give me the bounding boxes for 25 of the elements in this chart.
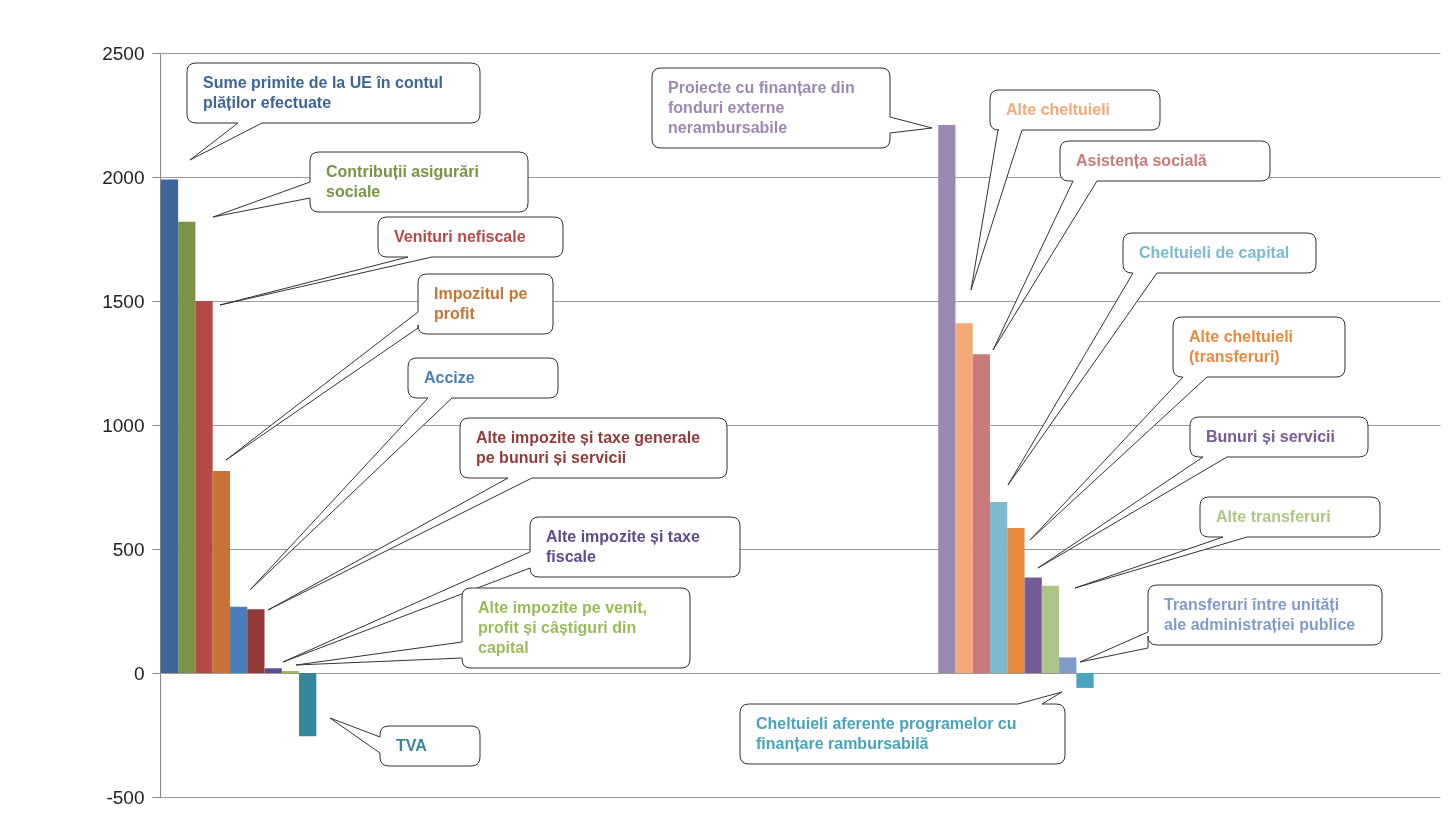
text: Alte impozite pe venit, profit și câștiguri din capital [478,599,647,656]
text: Asistența socială [1076,152,1207,169]
text: Accize [424,369,475,386]
text: Contribuții asigurări sociale [326,163,479,200]
text: Venituri nefiscale [394,228,526,245]
text: Impozitul pe profit [434,285,528,322]
y-tick-label: 1500 [102,290,145,312]
text: Alte impozite și taxe generale pe bunuri și servicii [476,429,701,466]
text: Proiecte cu finanțare din fonduri externe nerambursabile [668,79,855,136]
text: TVA [396,737,428,754]
y-tick-label: -500 [106,786,145,808]
text: Cheltuieli de capital [1139,244,1290,261]
text: Alte cheltuieli [1006,101,1111,118]
text: Bunuri și servicii [1206,428,1335,445]
text: Sume primite de la UE în contul plăților efectuate [203,74,444,111]
y-tick-label: 500 [112,538,145,560]
y-tick-label: 2500 [102,42,145,64]
text: Alte impozite și taxe fiscale [546,528,700,565]
y-tick-label: 0 [133,662,145,684]
y-tick-label: 1000 [102,414,145,436]
text: Cheltuieli aferente programelor cu finanțare rambursabilă [756,715,1017,752]
y-tick-label: 2000 [102,166,145,188]
text: Alte transferuri [1216,508,1331,525]
text: Alte cheltuieli (transferuri) [1189,328,1294,365]
text: Transferuri între unități ale administrației publice [1164,596,1356,633]
